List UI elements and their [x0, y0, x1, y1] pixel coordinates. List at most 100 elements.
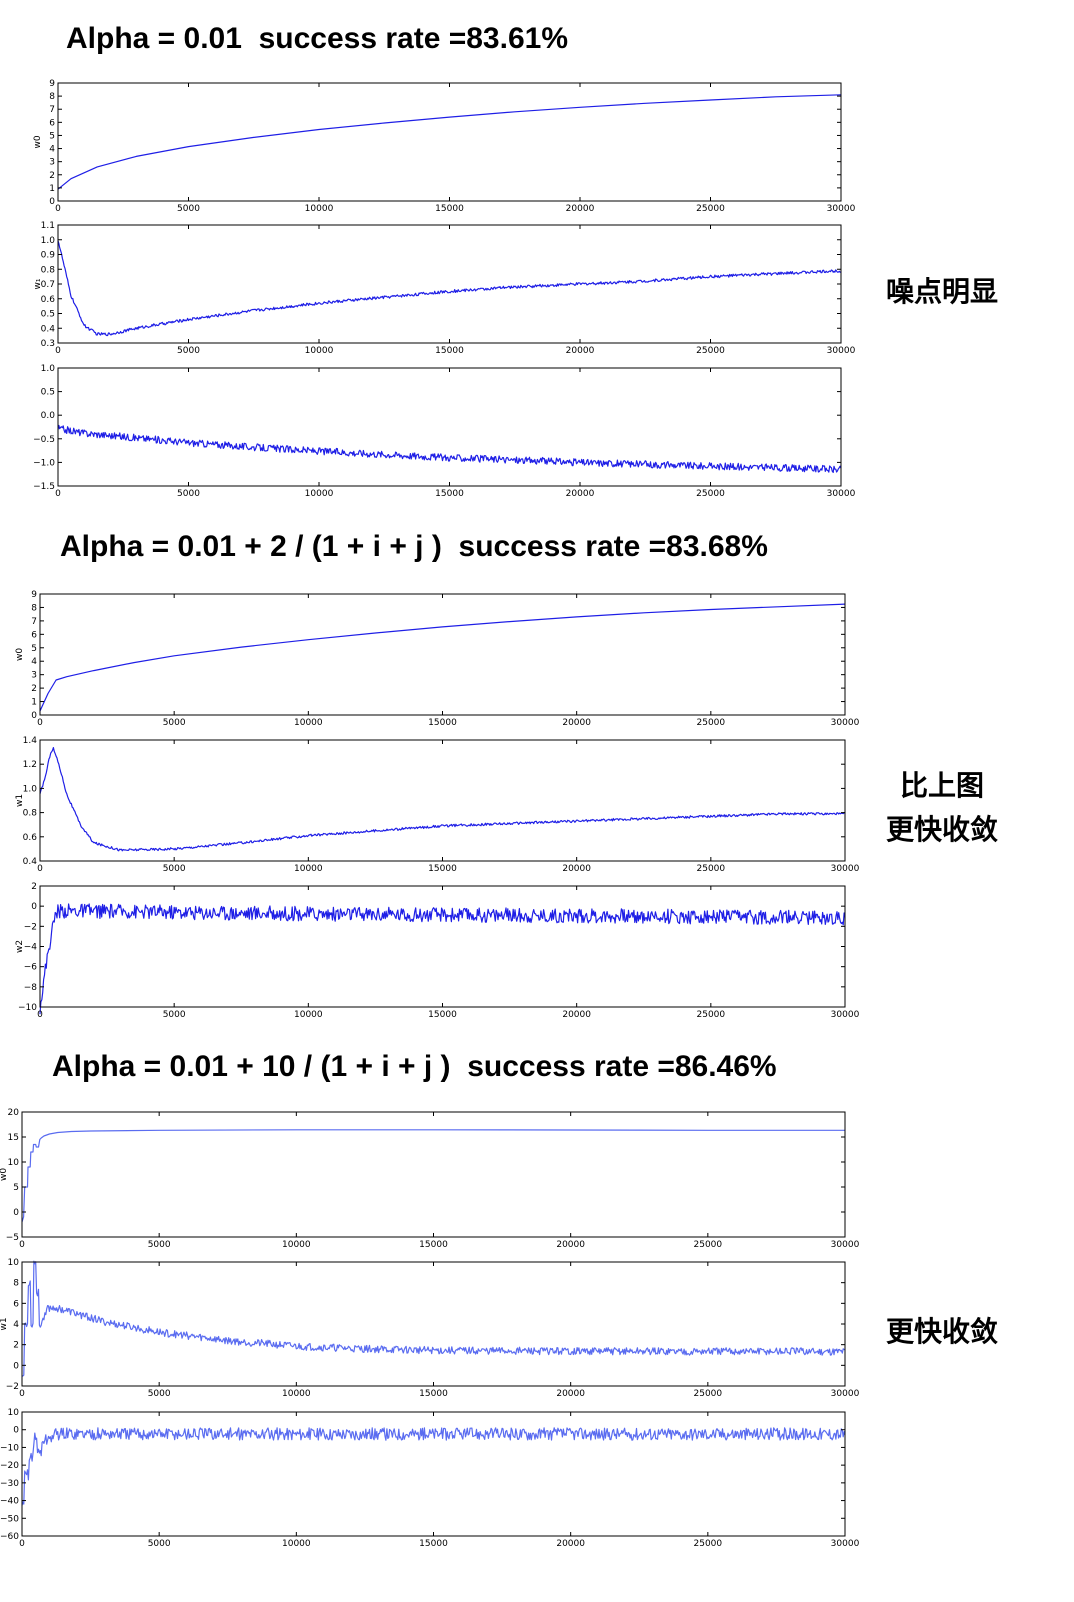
- x-tick-label: 30000: [827, 346, 856, 356]
- x-tick-label: 5000: [177, 489, 200, 499]
- y-tick-label: 4: [13, 1320, 19, 1330]
- x-tick-label: 15000: [428, 718, 457, 728]
- y-tick-label: 0: [13, 1426, 19, 1436]
- y-tick-label: 4: [31, 657, 37, 667]
- plot-frame: [57, 82, 842, 202]
- x-tick-label: 25000: [697, 718, 726, 728]
- x-tick-label: 10000: [282, 1240, 311, 1250]
- y-tick-label: 1.2: [23, 760, 37, 770]
- x-tick-label: 15000: [435, 346, 464, 356]
- y-tick-label: 0.3: [41, 339, 55, 349]
- y-tick-label: 0: [31, 902, 37, 912]
- chart-5: 0 5000 10000 15000 20000 25000 30000 0.4 0.6 0.8 1…: [15, 736, 860, 874]
- y-tick-label: 2: [31, 882, 37, 892]
- y-tick-label: 5: [31, 644, 37, 654]
- y-tick-label: 0.8: [41, 265, 56, 275]
- y-tick-label: −6: [24, 963, 38, 973]
- y-tick-label: 4: [49, 145, 55, 155]
- plot-frame: [57, 224, 842, 344]
- y-tick-label: 8: [13, 1279, 19, 1289]
- x-tick-label: 5000: [148, 1539, 171, 1549]
- y-tick-label: 5: [49, 131, 55, 141]
- y-axis-label: w1: [15, 794, 25, 807]
- y-tick-label: 0.6: [23, 833, 38, 843]
- y-tick-label: −0.5: [33, 435, 55, 445]
- y-tick-label: 3: [49, 158, 55, 168]
- series-line-7: [21, 1129, 845, 1223]
- x-tick-label: 25000: [694, 1539, 723, 1549]
- x-tick-label: 20000: [566, 346, 595, 356]
- x-tick-label: 5000: [163, 718, 186, 728]
- y-tick-label: 6: [31, 630, 37, 640]
- y-tick-label: −1.0: [33, 458, 55, 468]
- x-tick-label: 0: [37, 718, 43, 728]
- x-tick-label: 10000: [282, 1539, 311, 1549]
- series-line-1: [57, 94, 842, 190]
- y-tick-label: 15: [8, 1133, 19, 1143]
- y-tick-label: −60: [0, 1532, 19, 1542]
- y-tick-label: 9: [49, 79, 55, 89]
- chart-3: 0 5000 10000 15000 20000 25000 30000 −1.5 −1.0 −0…: [33, 364, 855, 499]
- y-tick-label: 9: [31, 590, 37, 600]
- y-tick-label: −2: [24, 922, 37, 932]
- series-line-4: [39, 603, 846, 712]
- x-tick-label: 25000: [696, 489, 725, 499]
- y-axis-label: w1: [0, 1317, 9, 1330]
- y-tick-label: 1.0: [41, 364, 56, 374]
- x-tick-label: 5000: [177, 346, 200, 356]
- chart-9: 0 5000 10000 15000 20000 25000 30000 −60 −50 −40 −…: [0, 1408, 860, 1549]
- chart-7: 0 5000 10000 15000 20000 25000 30000−505101520…: [0, 1108, 860, 1250]
- y-tick-label: 1: [49, 184, 55, 194]
- x-tick-label: 0: [37, 864, 43, 874]
- x-tick-label: 0: [55, 346, 61, 356]
- x-tick-label: 25000: [694, 1240, 723, 1250]
- y-tick-label: 0.8: [23, 809, 38, 819]
- y-tick-label: 0.4: [23, 857, 38, 867]
- y-tick-label: 0: [13, 1361, 19, 1371]
- y-tick-label: 1: [31, 698, 37, 708]
- y-tick-label: 5: [13, 1183, 19, 1193]
- x-tick-label: 30000: [827, 204, 856, 214]
- y-axis-label: w₁: [33, 278, 43, 289]
- y-tick-label: −50: [0, 1514, 19, 1524]
- x-tick-label: 15000: [428, 864, 457, 874]
- x-tick-label: 15000: [419, 1389, 448, 1399]
- x-tick-label: 30000: [831, 718, 860, 728]
- y-tick-label: 3: [31, 671, 37, 681]
- y-tick-label: −1.5: [33, 482, 55, 492]
- chart-4: 0 5000 10000 15000 20000 25000 300000123456789…: [15, 590, 860, 728]
- y-axis-label: w2: [15, 940, 25, 953]
- y-tick-label: 0.7: [41, 280, 55, 290]
- y-tick-label: 8: [31, 603, 37, 613]
- x-tick-label: 20000: [566, 489, 595, 499]
- y-tick-label: 0.9: [41, 251, 56, 261]
- y-tick-label: 8: [49, 92, 55, 102]
- x-tick-label: 10000: [305, 489, 334, 499]
- y-tick-label: 10: [8, 1158, 20, 1168]
- x-tick-label: 30000: [827, 489, 856, 499]
- series-line-6: [39, 903, 846, 1015]
- y-tick-label: 6: [13, 1299, 19, 1309]
- x-tick-label: 20000: [566, 204, 595, 214]
- x-tick-label: 20000: [556, 1539, 585, 1549]
- x-tick-label: 5000: [163, 1010, 186, 1020]
- note-compared-above: 比上图: [899, 769, 984, 802]
- y-tick-label: −2: [6, 1382, 19, 1392]
- y-axis-label: w0: [15, 648, 25, 661]
- chart-6: 0 5000 10000 15000 20000 25000 30000 −10 −8 −6 −4 −…: [15, 882, 860, 1020]
- y-tick-label: 2: [49, 171, 55, 181]
- y-tick-label: 0: [13, 1208, 19, 1218]
- section-1-title: Alpha = 0.01 success rate =83.61%: [66, 22, 568, 55]
- x-tick-label: 10000: [305, 204, 334, 214]
- y-tick-label: 10: [8, 1258, 20, 1268]
- x-tick-label: 5000: [148, 1240, 171, 1250]
- plot-frame: [39, 593, 846, 716]
- y-axis-label: w0: [33, 135, 43, 148]
- y-tick-label: 0.6: [41, 295, 56, 305]
- x-tick-label: 0: [19, 1389, 25, 1399]
- x-tick-label: 10000: [294, 718, 323, 728]
- x-tick-label: 20000: [562, 864, 591, 874]
- section-3-title: Alpha = 0.01 + 10 / (1 + i + j ) success…: [52, 1050, 777, 1083]
- x-tick-label: 0: [19, 1240, 25, 1250]
